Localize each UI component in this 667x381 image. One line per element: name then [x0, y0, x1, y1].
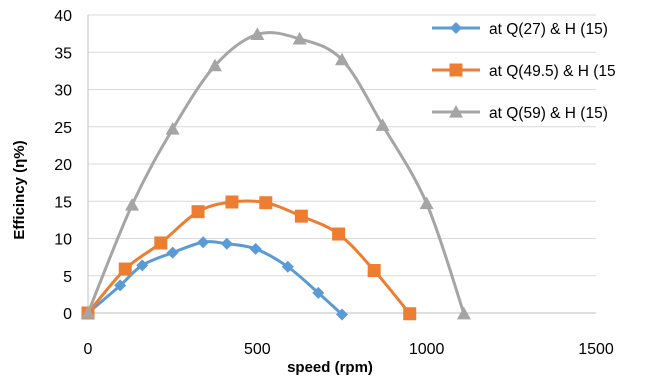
x-tick-label-0: 0 — [84, 341, 93, 358]
series-2-point-0 — [81, 306, 95, 319]
series-0-point-8 — [312, 286, 325, 299]
series-1-point-4 — [225, 195, 239, 209]
series-0-point-4 — [197, 236, 210, 249]
series-2-point-7 — [375, 118, 390, 131]
series-2-point-1 — [125, 197, 140, 211]
x-tick-label-1: 500 — [244, 341, 271, 358]
series-layer — [81, 27, 471, 321]
series-0-point-7 — [281, 260, 294, 273]
series-1-point-5 — [259, 196, 273, 210]
series-2-point-8 — [419, 196, 434, 210]
legend-label-2: at Q(59) & H (15) — [489, 105, 608, 122]
series-2-point-2 — [165, 121, 180, 135]
series-0-point-5 — [220, 237, 233, 250]
series-1-point-1 — [118, 262, 132, 276]
series-1-point-7 — [332, 227, 346, 241]
x-tick-labels: 0 500 1000 1500 — [84, 341, 614, 358]
series-1-point-2 — [154, 236, 168, 250]
legend-entry-0: at Q(27) & H (15) — [432, 21, 608, 38]
series-0-point-2 — [136, 259, 149, 272]
y-tick-label-3: 15 — [54, 194, 72, 211]
y-tick-label-1: 5 — [63, 269, 72, 286]
y-tick-label-5: 25 — [54, 120, 72, 137]
series-0-point-9 — [336, 308, 348, 321]
y-tick-label-4: 20 — [54, 157, 72, 174]
y-tick-labels: 0 5 10 15 20 25 30 35 40 — [54, 8, 72, 323]
series-0-point-6 — [249, 242, 262, 255]
series-0-point-1 — [114, 279, 127, 292]
series-0-point-3 — [166, 246, 179, 259]
series-2-point-4 — [250, 27, 265, 40]
series-2-line — [86, 31, 466, 316]
y-tick-label-2: 10 — [54, 232, 72, 249]
y-tick-label-8: 40 — [54, 8, 72, 25]
series-2-point-6 — [335, 52, 349, 66]
series-1-point-8 — [367, 264, 381, 278]
series-2-point-3 — [208, 58, 222, 72]
legend-swatch-marker-0 — [450, 22, 462, 34]
legend-entry-2: at Q(59) & H (15) — [432, 105, 608, 122]
series-2-point-5 — [292, 31, 307, 45]
legend-swatch-marker-2 — [449, 105, 463, 118]
y-tick-label-7: 35 — [54, 45, 72, 62]
legend-label-1: at Q(49.5) & H (15 — [489, 63, 616, 80]
series-1-point-6 — [294, 209, 308, 223]
y-tick-label-0: 0 — [63, 306, 72, 323]
series-1-point-3 — [191, 205, 205, 219]
x-tick-label-3: 1500 — [578, 341, 614, 358]
series-2-point-9 — [456, 306, 471, 320]
series-0 — [82, 236, 348, 321]
series-1 — [81, 195, 417, 321]
x-tick-label-2: 1000 — [409, 341, 445, 358]
legend-swatch-marker-1 — [449, 63, 463, 77]
series-1-line — [86, 199, 412, 316]
legend-label-0: at Q(27) & H (15) — [489, 21, 608, 38]
series-1-point-9 — [403, 307, 417, 321]
x-axis-title: speed (rpm) — [287, 359, 373, 376]
legend-entry-1: at Q(49.5) & H (15 — [432, 63, 616, 80]
y-axis-title: Efficincy (η%) — [11, 140, 28, 239]
series-2 — [81, 27, 471, 320]
series-0-line — [86, 240, 344, 316]
y-tick-label-6: 30 — [54, 83, 72, 100]
legend: at Q(27) & H (15) at Q(49.5) & H (15 at Q(… — [432, 21, 616, 122]
